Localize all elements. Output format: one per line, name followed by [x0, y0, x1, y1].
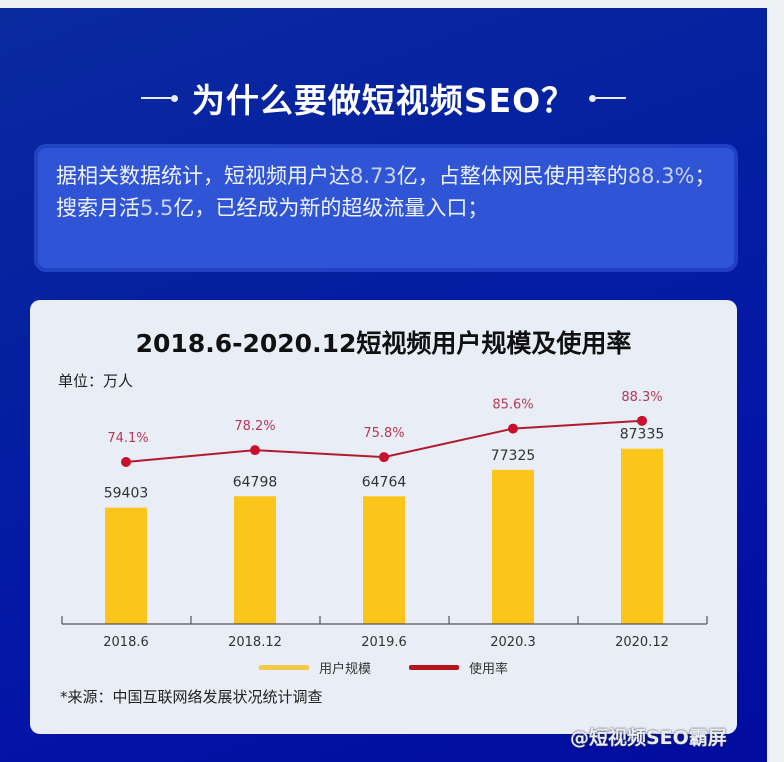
rate-value-label: 74.1%: [107, 431, 148, 446]
line-series: 74.1% 78.2% 75.8% 85.6% 88.3%: [107, 390, 663, 467]
legend-label: 使用率: [469, 662, 509, 677]
x-tick-label: 2020.3: [490, 635, 536, 650]
x-axis: 2018.6 2018.12 2019.6 2020.3 2020.12: [61, 616, 708, 650]
legend-item-rate: 使用率: [409, 658, 508, 677]
x-tick-label: 2018.6: [103, 635, 149, 650]
bar: [492, 469, 534, 624]
rate-point: [508, 423, 518, 434]
page-title: 为什么要做短视频SEO？: [191, 81, 576, 120]
right-decoration-icon: [589, 94, 627, 102]
legend-label: 用户规模: [318, 662, 371, 677]
x-tick-label: 2020.12: [615, 635, 669, 650]
rate-value-label: 78.2%: [234, 419, 275, 434]
legend-item-users: 用户规模: [258, 658, 371, 677]
bar-series: 59403 64798 64764 77325 87335: [104, 427, 665, 624]
intro-text-box: 据相关数据统计，短视频用户达8.73亿，占整体网民使用率的88.3%；搜索月活5…: [38, 148, 734, 268]
rate-value-label: 85.6%: [492, 398, 533, 413]
left-decoration-icon: [140, 94, 178, 102]
legend-swatch-line-icon: [409, 665, 459, 670]
x-tick-label: 2018.12: [228, 635, 282, 650]
bar: [234, 496, 276, 624]
bar: [621, 448, 663, 624]
rate-point: [250, 445, 260, 456]
chart-title: 2018.6-2020.12短视频用户规模及使用率: [135, 329, 632, 358]
unit-label: 单位：万人: [58, 372, 134, 390]
chart-legend: 用户规模 使用率: [30, 658, 737, 677]
intro-paragraph: 据相关数据统计，短视频用户达8.73亿，占整体网民使用率的88.3%；搜索月活5…: [56, 164, 716, 220]
rate-point: [637, 415, 647, 426]
bar-value-label: 87335: [620, 427, 665, 443]
header: 为什么要做短视频SEO？: [0, 78, 767, 120]
chart-card: 2018.6-2020.12短视频用户规模及使用率 单位：万人 59403 647…: [30, 300, 737, 734]
watermark: @短视频SEO霸屏: [570, 727, 727, 749]
bar: [363, 496, 405, 624]
legend-swatch-bar-icon: [258, 665, 309, 670]
bar: [105, 507, 147, 624]
bar-value-label: 77325: [491, 448, 536, 464]
bar-value-label: 64764: [362, 474, 407, 490]
x-tick-label: 2019.6: [361, 635, 407, 650]
rate-point: [121, 457, 131, 467]
source-note: *来源：中国互联网络发展状况统计调查: [60, 688, 323, 706]
rate-value-label: 88.3%: [621, 390, 662, 405]
bar-value-label: 59403: [104, 486, 149, 502]
rate-value-label: 75.8%: [363, 426, 404, 441]
rate-point: [379, 452, 389, 463]
bar-value-label: 64798: [233, 474, 278, 490]
